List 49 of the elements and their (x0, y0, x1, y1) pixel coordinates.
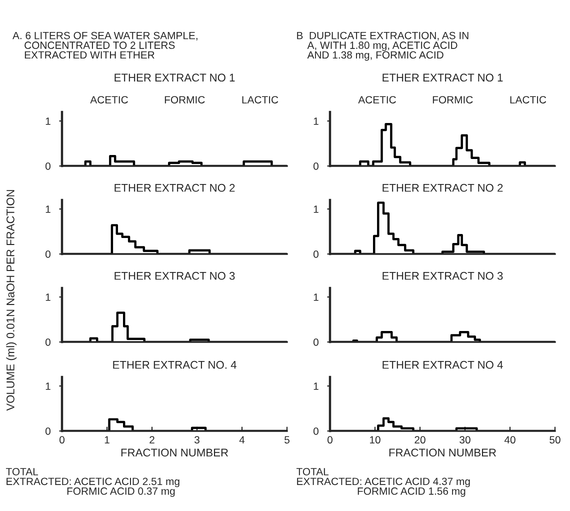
y-tick-label: 0 (314, 162, 318, 170)
text: B DUPLICATE EXTRACTION, AS IN A, WITH 1.80 mg, ACETIC ACID AND 1.38 mg, FORMIC ACID (297, 32, 468, 61)
text: LACTIC (242, 96, 278, 104)
x-tick-label: 2 (150, 436, 154, 444)
chart-title: ETHER EXTRACT NO 4 (382, 360, 503, 369)
x-tick-label: 30 (460, 436, 470, 444)
text: FORMIC (164, 96, 205, 104)
x-axis-title: FRACTION NUMBER (389, 448, 496, 457)
text: ACETIC (358, 96, 396, 104)
y-axis-title: VOLUME (ml) 0.01N NaOH PER FRACTION (6, 190, 17, 411)
x-tick-label: 40 (504, 436, 516, 444)
y-tick-label: 1 (46, 118, 50, 125)
y-tick-label: 0 (314, 250, 318, 258)
text: A. 6 LITERS OF SEA WATER SAMPLE, CONCENTRATED TO 2 LITERS EXTRACTED WITH ETHER (12, 32, 198, 59)
x-tick-label: 1 (104, 436, 110, 444)
text: ACETIC (90, 96, 128, 104)
text: LACTIC (510, 96, 546, 104)
y-tick-label: 1 (314, 294, 318, 301)
text: TOTAL EXTRACTED: ACETIC ACID 4.37 mg FORMIC ACID 1.56 mg (296, 468, 470, 497)
x-tick-label: 10 (370, 436, 380, 444)
chart-title: ETHER EXTRACT NO 1 (382, 74, 503, 82)
chart-title: ETHER EXTRACT NO 3 (382, 272, 503, 280)
text: FORMIC (432, 96, 473, 104)
y-tick-label: 1 (314, 118, 318, 125)
text: TOTAL EXTRACTED: ACETIC ACID 2.51 mg FORMIC ACID 0.37 mg (6, 468, 180, 497)
x-tick-label: 50 (550, 436, 560, 444)
y-tick-label: 0 (46, 250, 50, 258)
chart-title: ETHER EXTRACT NO 2 (382, 184, 503, 192)
y-tick-label: 1 (314, 382, 318, 390)
x-tick-label: 5 (284, 436, 290, 444)
x-tick-label: 20 (414, 436, 426, 444)
y-tick-label: 1 (46, 206, 50, 213)
chart-title: ETHER EXTRACT NO 1 (114, 74, 235, 82)
y-tick-label: 0 (46, 338, 50, 346)
y-tick-label: 1 (314, 206, 318, 213)
x-tick-label: 0 (328, 436, 332, 444)
chart-title: ETHER EXTRACT NO 3 (114, 272, 235, 280)
x-tick-label: 0 (60, 436, 64, 444)
y-tick-label: 0 (46, 162, 50, 170)
x-tick-label: 4 (239, 436, 245, 444)
y-tick-label: 1 (46, 382, 50, 390)
chart-title: ETHER EXTRACT NO. 4 (113, 360, 236, 369)
y-tick-label: 0 (314, 428, 318, 435)
x-axis-title: FRACTION NUMBER (121, 448, 228, 457)
chart-title: ETHER EXTRACT NO 2 (114, 184, 235, 192)
y-tick-label: 1 (46, 294, 50, 301)
y-tick-label: 0 (46, 428, 50, 435)
y-tick-label: 0 (314, 338, 318, 346)
x-tick-label: 3 (194, 436, 200, 444)
